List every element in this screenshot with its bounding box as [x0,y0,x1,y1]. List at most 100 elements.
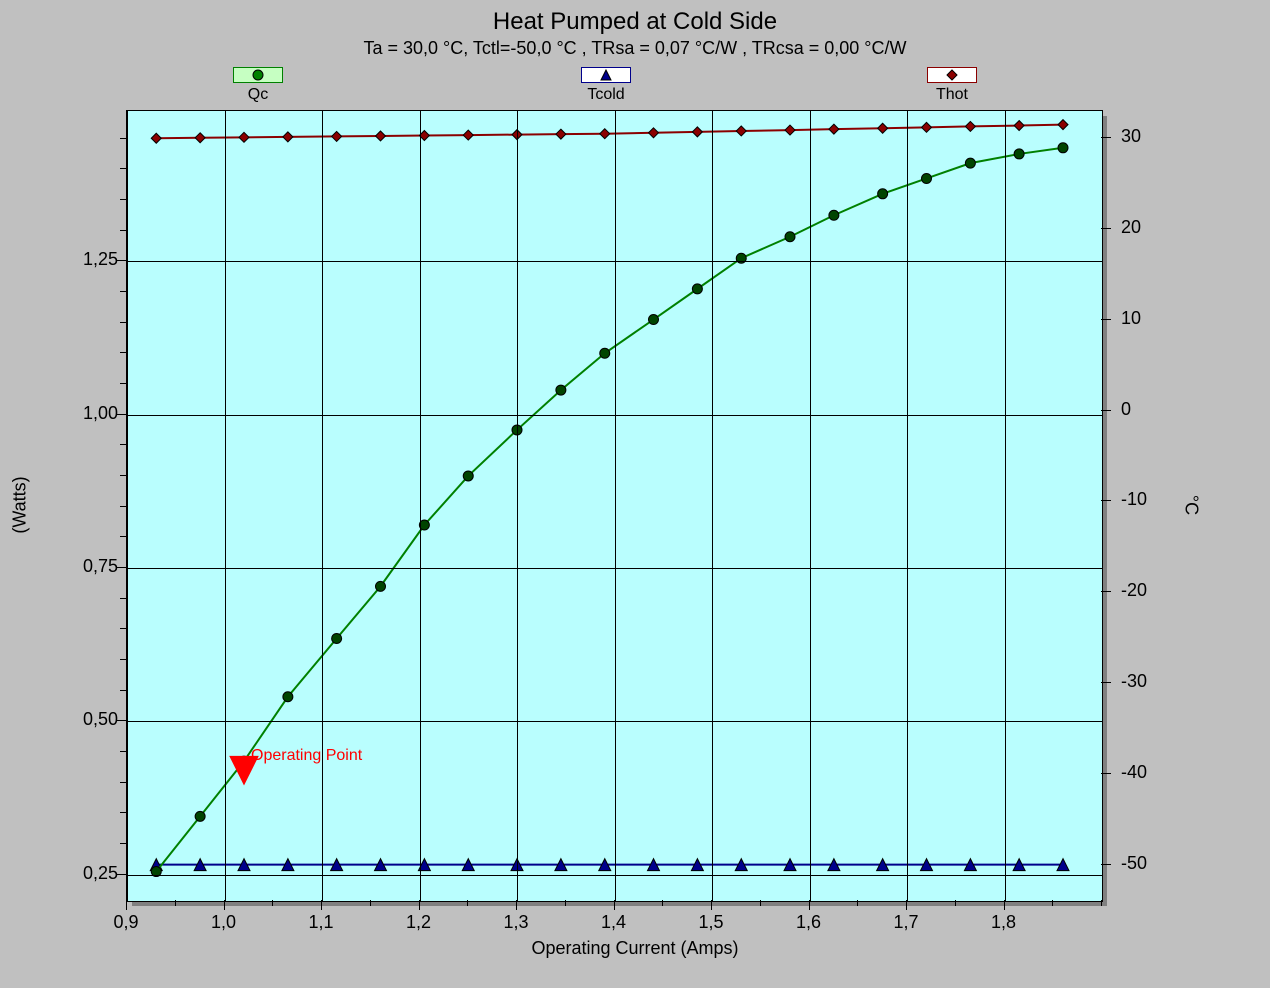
x-minor-tick [857,900,858,906]
series-marker [878,189,888,199]
grid-line-vertical [615,111,616,901]
legend-item-Tcold: Tcold [566,66,646,104]
series-marker [332,131,342,141]
y-left-minor-tick [120,598,126,599]
y-left-minor-tick [116,260,126,261]
series-marker [922,122,932,132]
series-marker [1058,143,1068,153]
x-tick-label: 1,6 [796,912,821,933]
y-left-minor-tick [120,291,126,292]
y-left-tick-label: 0,50 [66,709,118,730]
x-tick-label: 1,1 [308,912,333,933]
y-left-minor-tick [120,444,126,445]
x-tick-label: 1,7 [893,912,918,933]
series-marker [785,232,795,242]
y-right-tick-label: -40 [1121,762,1147,783]
y-right-axis-label: °C [1181,495,1202,515]
y-right-tick [1101,591,1111,592]
series-marker [692,127,702,137]
y-left-minor-tick [120,383,126,384]
y-left-minor-tick [120,475,126,476]
grid-line-vertical [712,111,713,901]
x-minor-tick [1052,900,1053,906]
series-marker [195,811,205,821]
series-marker [785,125,795,135]
y-left-minor-tick [120,843,126,844]
series-marker [419,520,429,530]
x-tick-label: 1,8 [991,912,1016,933]
x-minor-tick [614,900,615,910]
series-marker [332,633,342,643]
y-right-tick-label: 30 [1121,126,1141,147]
y-right-tick-label: 0 [1121,399,1131,420]
chart-subtitle: Ta = 30,0 °C, Tctl=-50,0 °C , TRsa = 0,0… [0,38,1270,59]
y-left-axis-label: (Watts) [10,476,31,533]
series-marker [463,130,473,140]
grid-line-vertical [1005,111,1006,901]
grid-line-horizontal [127,568,1102,569]
x-minor-tick [419,900,420,910]
x-tick-label: 1,5 [698,912,723,933]
y-left-minor-tick [120,628,126,629]
x-minor-tick [272,900,273,906]
x-tick-label: 0,9 [113,912,138,933]
series-marker [1014,121,1024,131]
x-minor-tick [809,900,810,910]
y-left-minor-tick [120,352,126,353]
y-right-tick [1101,500,1111,501]
x-minor-tick [955,900,956,906]
series-marker [556,129,566,139]
legend-label: Thot [912,86,992,104]
series-marker [965,158,975,168]
legend-label: Tcold [566,86,646,104]
series-marker [829,124,839,134]
y-right-tick [1101,137,1111,138]
series-marker [649,128,659,138]
series-marker [239,132,249,142]
series-marker [649,315,659,325]
x-axis-label: Operating Current (Amps) [0,938,1270,959]
y-right-tick-label: -10 [1121,489,1147,510]
series-marker [1014,149,1024,159]
y-left-minor-tick [120,199,126,200]
series-marker [463,471,473,481]
chart-container: Heat Pumped at Cold Side Ta = 30,0 °C, T… [0,0,1270,988]
grid-line-horizontal [127,721,1102,722]
y-left-minor-tick [120,506,126,507]
grid-line-vertical [127,111,128,901]
y-left-minor-tick [120,168,126,169]
x-minor-tick [370,900,371,906]
series-marker [922,173,932,183]
series-marker [556,385,566,395]
y-right-tick-label: 20 [1121,217,1141,238]
grid-line-vertical [810,111,811,901]
y-left-tick-label: 0,75 [66,556,118,577]
series-marker [600,348,610,358]
x-minor-tick [1004,900,1005,910]
y-left-minor-tick [120,536,126,537]
y-left-minor-tick [120,230,126,231]
y-left-tick-label: 1,00 [66,403,118,424]
y-left-minor-tick [120,690,126,691]
grid-line-horizontal [127,875,1102,876]
x-minor-tick [126,900,127,910]
y-right-tick [1101,682,1111,683]
series-marker [376,581,386,591]
y-left-minor-tick [120,322,126,323]
x-minor-tick [321,900,322,910]
series-marker [600,129,610,139]
y-right-tick [1101,319,1111,320]
x-tick-label: 1,3 [503,912,528,933]
x-minor-tick [662,900,663,906]
grid-line-vertical [420,111,421,901]
x-minor-tick [224,900,225,910]
x-minor-tick [565,900,566,906]
x-tick-label: 1,0 [211,912,236,933]
series-marker [283,132,293,142]
x-minor-tick [906,900,907,910]
y-left-minor-tick [116,874,126,875]
legend: Qc Tcold Thot [0,66,1270,106]
series-marker [829,210,839,220]
legend-label: Qc [218,86,298,104]
y-right-tick-label: -30 [1121,671,1147,692]
